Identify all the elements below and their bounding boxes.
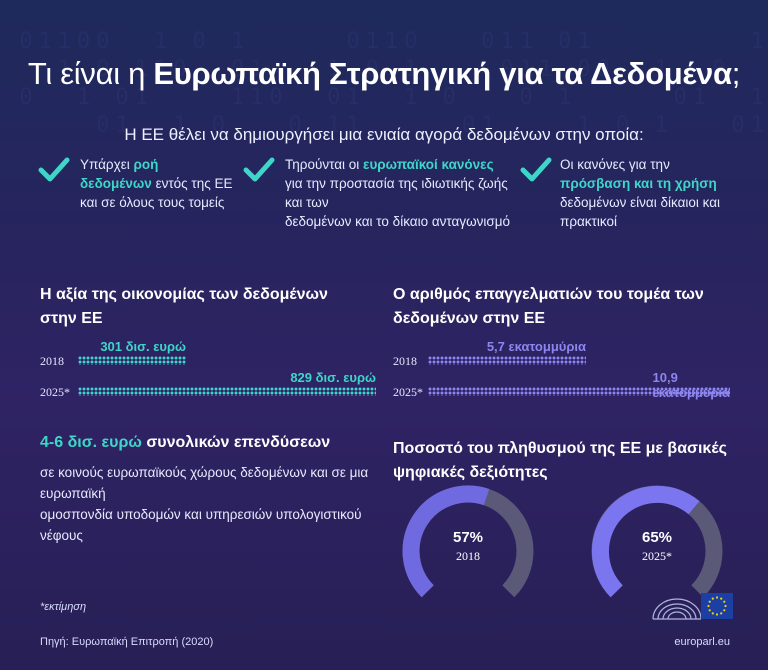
check-icon xyxy=(243,157,275,182)
check-line: δεδομένων είναι δίκαιοι και xyxy=(560,193,740,212)
check-text: εντός της ΕΕ xyxy=(151,176,233,191)
european-parliament-logo xyxy=(652,593,733,620)
check-highlight: ροή xyxy=(133,157,159,172)
title-bold: Ευρωπαϊκή Στρατηγική για τα Δεδομένα xyxy=(153,56,732,91)
check-line: Υπάρχει ροή xyxy=(80,155,240,174)
gauge-percent-2018: 57% xyxy=(452,529,484,546)
check-text: δεδομένων και το δίκαιο ανταγωνισμό xyxy=(285,214,511,229)
check-text: Οι κανόνες για την xyxy=(560,157,670,172)
check-text: για την προστασία της ιδιωτικής ζωής xyxy=(285,176,508,191)
check-text: Τηρούνται οι xyxy=(285,157,364,172)
check-text: και σε όλους τους τομείς xyxy=(80,195,225,210)
check-line: πρακτικοί xyxy=(560,212,740,231)
investment-description: σε κοινούς ευρωπαϊκούς χώρους δεδομένων … xyxy=(40,462,370,546)
investment-line: ευρωπαϊκή xyxy=(40,486,106,501)
check-line: και σε όλους τους τομείς xyxy=(80,193,240,212)
professionals-title: Ο αριθμός επαγγελματιών του τομέα των δε… xyxy=(393,283,733,331)
check-highlight: δεδομένων xyxy=(80,176,152,191)
check-line: και των xyxy=(285,193,525,212)
check-line: δεδομένων εντός της ΕΕ xyxy=(80,174,240,193)
professionals-value-2025: 10,9 εκατομμύρια xyxy=(652,370,730,400)
footnote: *εκτίμηση xyxy=(40,601,87,613)
economy-title: Η αξία της οικονομίας των δεδομένων στην… xyxy=(40,283,380,331)
site-url: europarl.eu xyxy=(674,636,730,648)
check-text: Υπάρχει xyxy=(80,157,134,172)
check-icon xyxy=(38,157,70,182)
economy-title-line1: Η αξία της οικονομίας των δεδομένων xyxy=(40,286,328,303)
check-icon xyxy=(520,157,552,182)
gauge-percent-2025: 65% xyxy=(641,529,673,546)
check-line: Οι κανόνες για την xyxy=(560,155,740,174)
investment-amount: 4-6 δισ. ευρώ xyxy=(40,434,142,451)
title-prefix: Τι είναι η xyxy=(27,56,154,91)
investment-line: ομοσπονδία υποδομών και υπηρεσιών υπολογ… xyxy=(40,507,362,522)
gauge-year-2025: 2025* xyxy=(642,549,672,563)
check-text: πρακτικοί xyxy=(560,214,617,229)
economy-value-2025: 829 δισ. ευρώ xyxy=(290,370,376,385)
investment-line: σε κοινούς ευρωπαϊκούς χώρους δεδομένων … xyxy=(40,465,369,480)
page-title: Τι είναι η Ευρωπαϊκή Στρατηγική για τα Δ… xyxy=(0,56,768,92)
economy-bar-2025 xyxy=(78,387,376,396)
professionals-bar-2018 xyxy=(428,356,586,365)
gauge-year-2018: 2018 xyxy=(456,549,480,563)
check-highlight: ευρωπαϊκοί κανόνες xyxy=(363,157,494,172)
skills-title-line2: ψηφιακές δεξιότητες xyxy=(393,464,548,481)
professionals-title-line2: δεδομένων στην ΕΕ xyxy=(393,310,546,327)
economy-value-2018: 301 δισ. ευρώ xyxy=(100,339,186,354)
check-line: δεδομένων και το δίκαιο ανταγωνισμό xyxy=(285,212,525,231)
check-item-access-rules: Οι κανόνες για την πρόσβαση και τη χρήση δ… xyxy=(560,155,740,231)
check-text: δεδομένων είναι δίκαιοι και xyxy=(560,195,721,210)
professionals-title-line1: Ο αριθμός επαγγελματιών του τομέα των xyxy=(393,286,704,303)
skills-title-line1: Ποσοστό του πληθυσμού της ΕΕ με βασικές xyxy=(393,440,727,457)
professionals-year-2018: 2018 xyxy=(393,354,417,368)
economy-title-line2: στην ΕΕ xyxy=(40,310,103,327)
check-text: και των xyxy=(285,195,329,210)
check-highlight: πρόσβαση και τη χρήση xyxy=(560,176,717,191)
check-item-data-flow: Υπάρχει ροή δεδομένων εντός της ΕΕ και σε … xyxy=(80,155,240,212)
professionals-bar-2025 xyxy=(428,387,730,396)
investment-title-rest: συνολικών επενδύσεων xyxy=(141,434,331,451)
economy-bar-2018 xyxy=(78,356,186,365)
investment-line: νέφους xyxy=(40,528,83,543)
title-suffix: ; xyxy=(731,56,741,91)
professionals-year-2025: 2025* xyxy=(393,385,423,399)
source: Πηγή: Ευρωπαϊκή Επιτροπή (2020) xyxy=(40,636,214,648)
check-line: πρόσβαση και τη χρήση xyxy=(560,174,740,193)
economy-year-2018: 2018 xyxy=(40,354,64,368)
investment-title: 4-6 δισ. ευρώ συνολικών επενδύσεων xyxy=(40,434,330,452)
subtitle: Η ΕΕ θέλει να δημιουργήσει μια ενιαία αγ… xyxy=(124,125,644,144)
professionals-value-2018: 5,7 εκατομμύρια xyxy=(486,339,586,354)
check-item-european-rules: Τηρούνται οι ευρωπαϊκοί κανόνες για την π… xyxy=(285,155,525,231)
check-line: για την προστασία της ιδιωτικής ζωής xyxy=(285,174,525,193)
skills-title: Ποσοστό του πληθυσμού της ΕΕ με βασικές … xyxy=(393,437,738,485)
check-line: Τηρούνται οι ευρωπαϊκοί κανόνες xyxy=(285,155,525,174)
economy-year-2025: 2025* xyxy=(40,385,70,399)
